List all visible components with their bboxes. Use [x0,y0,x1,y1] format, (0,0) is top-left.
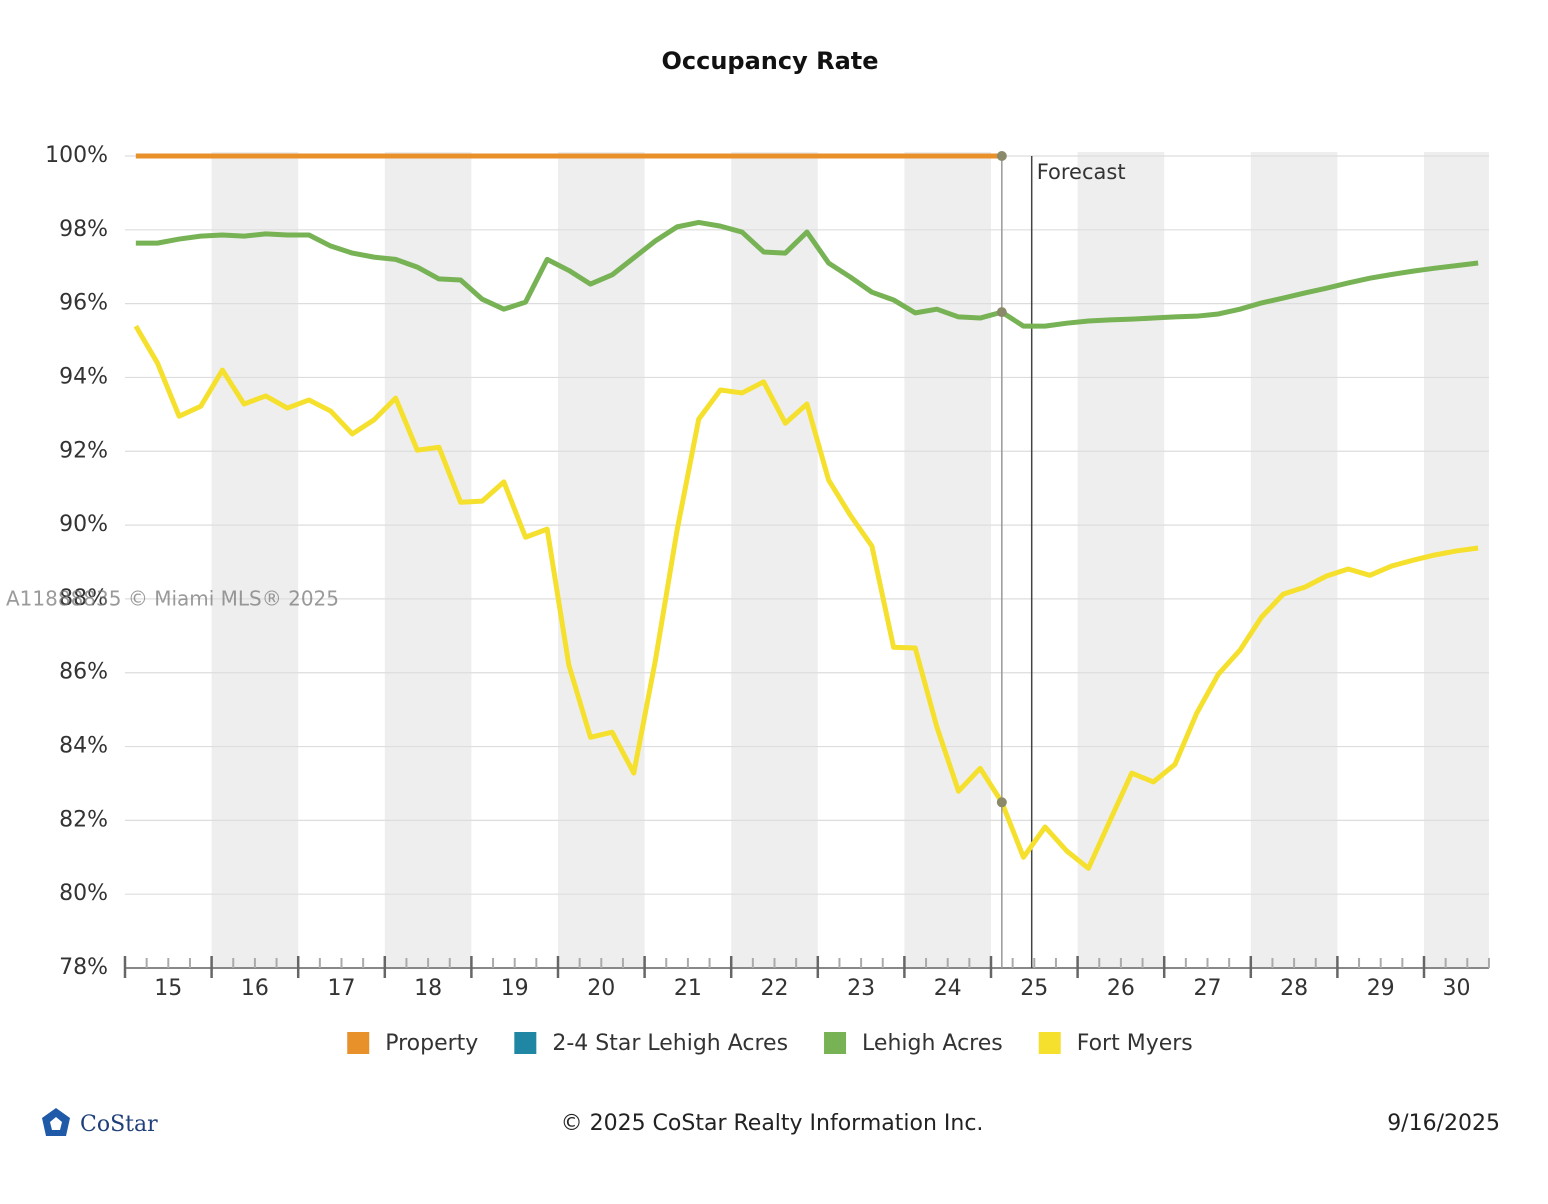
x-tick-label: 23 [847,976,875,1001]
x-tick-label: 28 [1280,976,1308,1001]
x-tick-label: 17 [328,976,356,1001]
footer-date: 9/16/2025 [1387,1111,1500,1136]
x-tick-label: 30 [1442,976,1470,1001]
current-dot [996,151,1007,161]
x-tick-label: 16 [241,976,269,1001]
x-tick-label: 25 [1020,976,1048,1001]
x-tick-label: 29 [1367,976,1395,1001]
legend-item: 2-4 Star Lehigh Acres [514,1031,788,1056]
current-dot [996,307,1007,318]
x-tick-label: 20 [587,976,615,1001]
y-tick-label: 100% [45,143,108,168]
footer-logo: CoStar [80,1112,158,1137]
x-tick-label: 21 [674,976,702,1001]
x-tick-label: 27 [1194,976,1222,1001]
series-line [135,219,1479,329]
series-line [133,324,1479,871]
footer-copyright: © 2025 CoStar Realty Information Inc. [561,1111,984,1136]
watermark: A11888835 © Miami MLS® 2025 [6,587,339,611]
x-tick-label: 18 [414,976,442,1001]
legend-label: Property [385,1031,478,1056]
year-band [1250,152,1338,968]
legend-swatch [514,1032,537,1054]
x-tick-label: 19 [501,976,529,1001]
legend-item: Lehigh Acres [824,1031,1003,1056]
legend-swatch [824,1032,847,1054]
y-tick-label: 80% [59,881,108,906]
x-tick-label: 26 [1107,976,1135,1001]
legend-item: Property [347,1031,478,1056]
x-tick-label: 15 [154,976,182,1001]
y-tick-label: 84% [59,734,108,759]
y-tick-label: 92% [59,438,108,463]
legend-swatch [347,1032,370,1054]
y-tick-label: 90% [59,512,108,537]
x-tick-label: 24 [934,976,962,1001]
legend-label: 2-4 Star Lehigh Acres [552,1031,788,1056]
legend-item: Fort Myers [1038,1031,1193,1056]
forecast-label: Forecast [1037,160,1126,184]
year-band [731,152,818,968]
legend-swatch [1038,1032,1061,1054]
y-tick-label: 94% [59,364,108,389]
current-dot [996,797,1007,808]
year-band [211,152,299,968]
legend-label: Fort Myers [1077,1031,1193,1056]
year-band [904,152,991,968]
y-tick-label: 78% [59,955,108,980]
year-band [558,152,645,968]
y-tick-label: 98% [59,217,108,242]
y-tick-label: 88% [59,586,108,611]
y-tick-label: 82% [59,807,108,832]
year-band [1424,152,1489,968]
year-band [384,152,472,968]
year-band [1077,152,1165,968]
y-tick-label: 86% [59,660,108,685]
y-tick-label: 96% [59,291,108,316]
x-tick-label: 22 [761,976,789,1001]
costar-logo-icon [42,1108,70,1136]
legend-label: Lehigh Acres [862,1031,1003,1056]
chart-title: Occupancy Rate [661,47,878,75]
